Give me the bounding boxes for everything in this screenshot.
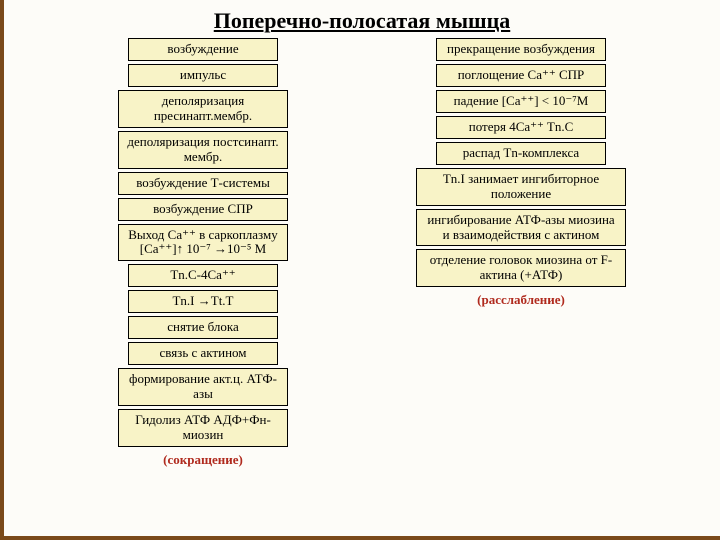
left-column: возбуждение импульс деполяризация пресин… — [73, 38, 333, 468]
left-box-7: Выход Ca⁺⁺ в саркоплазму [Ca⁺⁺]↑ 10⁻⁷ →1… — [118, 224, 288, 262]
right-box-2: поглощение Ca⁺⁺ СПР — [436, 64, 606, 87]
page-title: Поперечно-полосатая мышца — [4, 0, 720, 38]
left-box-12: формирование акт.ц. АТФ-азы — [118, 368, 288, 406]
left-box-3: деполяризация пресинапт.мембр. — [118, 90, 288, 128]
left-box-8: Tn.C-4Ca⁺⁺ — [128, 264, 278, 287]
columns-wrapper: возбуждение импульс деполяризация пресин… — [4, 38, 720, 468]
left-footnote: (сокращение) — [163, 450, 243, 468]
right-box-4: потеря 4Ca⁺⁺ Tn.C — [436, 116, 606, 139]
left-box-5: возбуждение Т-системы — [118, 172, 288, 195]
right-box-3: падение [Ca⁺⁺] < 10⁻⁷M — [436, 90, 606, 113]
right-box-8: отделение головок миозина от F-актина (+… — [416, 249, 626, 287]
left-box-6: возбуждение СПР — [118, 198, 288, 221]
right-column: прекращение возбуждения поглощение Ca⁺⁺ … — [391, 38, 651, 468]
left-box-1: возбуждение — [128, 38, 278, 61]
left-box-9: Tn.I →Tt.T — [128, 290, 278, 313]
left-box-10: снятие блока — [128, 316, 278, 339]
right-box-1: прекращение возбуждения — [436, 38, 606, 61]
right-box-5: распад Tn-комплекса — [436, 142, 606, 165]
left-box-13: Гидолиз АТФ АДФ+Фн-миозин — [118, 409, 288, 447]
right-box-6: Tn.I занимает ингибиторное положение — [416, 168, 626, 206]
right-box-7: ингибирование АТФ-азы миозина и взаимоде… — [416, 209, 626, 247]
left-box-4: деполяризация постсинапт. мембр. — [118, 131, 288, 169]
right-footnote: (расслабление) — [477, 290, 565, 308]
left-box-2: импульс — [128, 64, 278, 87]
left-box-11: связь с актином — [128, 342, 278, 365]
